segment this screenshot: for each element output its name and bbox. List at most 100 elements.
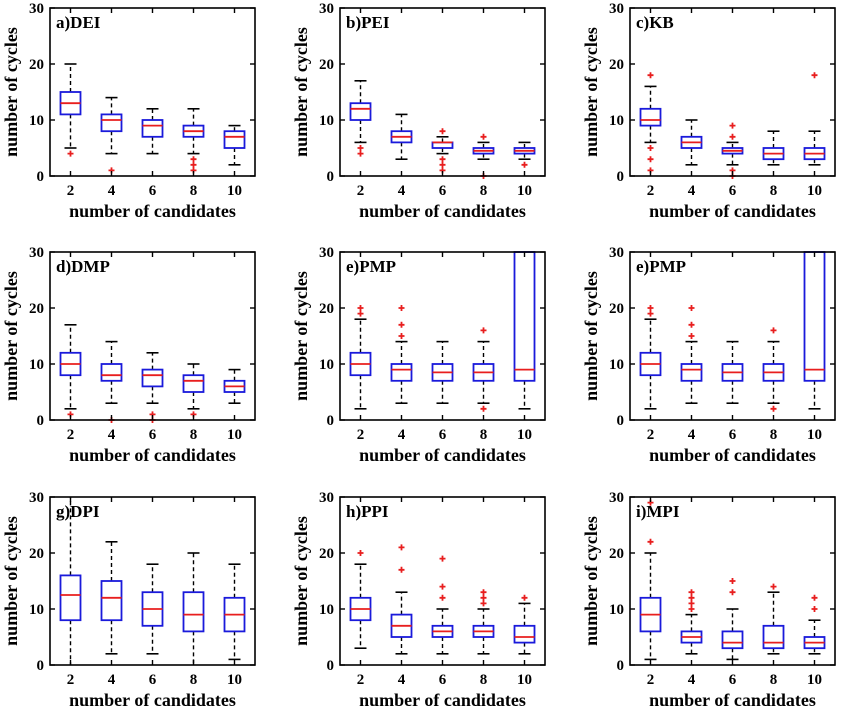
outlier-point	[647, 305, 654, 311]
subplot: 0 10 20 30 2 4 6 8 10 g)DPI number of candidates nu…	[1, 490, 256, 710]
outlier-point	[521, 594, 528, 601]
outlier-point	[480, 589, 487, 596]
subplot: 0 10 20 30 2 4 6 8 10 c)KB number of candidates num…	[581, 1, 836, 221]
x-tick-label: 10	[807, 427, 822, 443]
outlier-point	[688, 600, 695, 607]
outlier-point	[688, 606, 695, 612]
x-tick-label: 8	[770, 427, 778, 443]
subplot: 0 10 20 30 2 4 6 8 10 h)PPI number of candidates nu…	[291, 490, 546, 710]
y-tick-label: 0	[617, 413, 625, 429]
x-tick-label: 6	[149, 672, 157, 688]
outlier-point	[357, 310, 364, 317]
box	[639, 107, 662, 127]
y-tick-label: 20	[609, 301, 624, 317]
y-tick-label: 0	[37, 413, 45, 429]
y-axis-label: number of cycles	[291, 27, 311, 157]
x-tick-label: 4	[688, 183, 696, 199]
x-tick-label: 10	[517, 672, 532, 688]
x-tick-label: 6	[729, 183, 737, 199]
subplot-title: e)PMP	[636, 257, 686, 276]
box	[513, 251, 536, 382]
x-tick-label: 2	[647, 672, 655, 688]
y-axis-label: number of cycles	[1, 27, 21, 157]
x-tick-label: 4	[398, 672, 406, 688]
outlier-point	[688, 594, 695, 601]
y-axis-label: number of cycles	[581, 27, 601, 157]
outlier-point	[729, 578, 736, 584]
box	[100, 363, 123, 382]
y-tick-label: 0	[327, 169, 335, 185]
outlier-point	[357, 550, 364, 556]
outlier-point	[480, 600, 487, 607]
x-tick-label: 2	[647, 427, 655, 443]
x-tick-label: 6	[439, 183, 447, 199]
x-tick-label: 10	[517, 183, 532, 199]
box	[223, 130, 246, 149]
box	[182, 591, 205, 633]
y-axis-label: number of cycles	[291, 516, 311, 646]
y-tick-label: 20	[609, 546, 624, 562]
x-tick-label: 4	[398, 427, 406, 443]
subplot: 0 10 20 30 2 4 6 8 10 i)MPI number of candidates nu…	[581, 490, 836, 710]
y-tick-label: 20	[319, 546, 334, 562]
y-axis-label: number of cycles	[1, 271, 21, 401]
subplot-title: d)DMP	[56, 257, 110, 276]
subplot-title: e)PMP	[346, 257, 396, 276]
y-tick-label: 0	[617, 658, 625, 674]
x-axis-label: number of candidates	[649, 445, 816, 465]
subplot: 0 10 20 30 2 4 6 8 10 d)DMP number of candidates nu…	[1, 245, 256, 465]
x-tick-label: 10	[227, 427, 242, 443]
outlier-point	[688, 589, 695, 596]
box	[680, 363, 703, 382]
y-tick-label: 0	[327, 658, 335, 674]
outlier-point	[521, 161, 528, 168]
x-tick-label: 2	[67, 183, 75, 199]
outlier-point	[811, 72, 818, 79]
y-tick-label: 30	[319, 245, 334, 261]
subplot-title: a)DEI	[56, 13, 101, 32]
y-tick-label: 20	[319, 301, 334, 317]
box	[182, 374, 205, 393]
x-tick-label: 2	[647, 183, 655, 199]
x-tick-label: 10	[227, 183, 242, 199]
outlier-point	[439, 128, 446, 135]
y-tick-label: 30	[609, 245, 624, 261]
x-axis-label: number of candidates	[69, 201, 236, 221]
x-tick-label: 8	[770, 672, 778, 688]
x-tick-label: 2	[357, 427, 365, 443]
y-tick-label: 10	[609, 602, 624, 618]
x-axis-label: number of candidates	[69, 690, 236, 710]
x-tick-label: 2	[357, 672, 365, 688]
y-tick-label: 20	[609, 57, 624, 73]
subplot: 0 10 20 30 2 4 6 8 10 e)PMP number of candidates nu…	[291, 245, 546, 465]
y-tick-label: 0	[37, 169, 45, 185]
x-tick-label: 10	[807, 183, 822, 199]
x-tick-label: 2	[67, 427, 75, 443]
x-axis-label: number of candidates	[649, 201, 816, 221]
x-tick-label: 4	[108, 672, 116, 688]
y-tick-label: 10	[29, 602, 44, 618]
x-tick-label: 8	[190, 183, 198, 199]
outlier-point	[729, 122, 736, 129]
outlier-point	[688, 321, 695, 328]
outlier-point	[357, 305, 364, 311]
y-tick-label: 0	[617, 169, 625, 185]
y-tick-label: 20	[29, 301, 44, 317]
x-tick-label: 6	[149, 183, 157, 199]
outlier-point	[480, 133, 487, 140]
outlier-point	[647, 72, 654, 79]
x-tick-label: 2	[67, 672, 75, 688]
outlier-point	[770, 327, 777, 334]
outlier-point	[439, 555, 446, 562]
box	[762, 624, 785, 650]
outlier-point	[439, 594, 446, 601]
y-tick-label: 20	[29, 57, 44, 73]
y-tick-label: 30	[319, 490, 334, 506]
x-tick-label: 4	[108, 427, 116, 443]
y-axis-label: number of cycles	[581, 516, 601, 646]
outlier-point	[439, 161, 446, 168]
outlier-point	[480, 327, 487, 334]
box	[513, 624, 536, 644]
y-tick-label: 10	[609, 113, 624, 129]
